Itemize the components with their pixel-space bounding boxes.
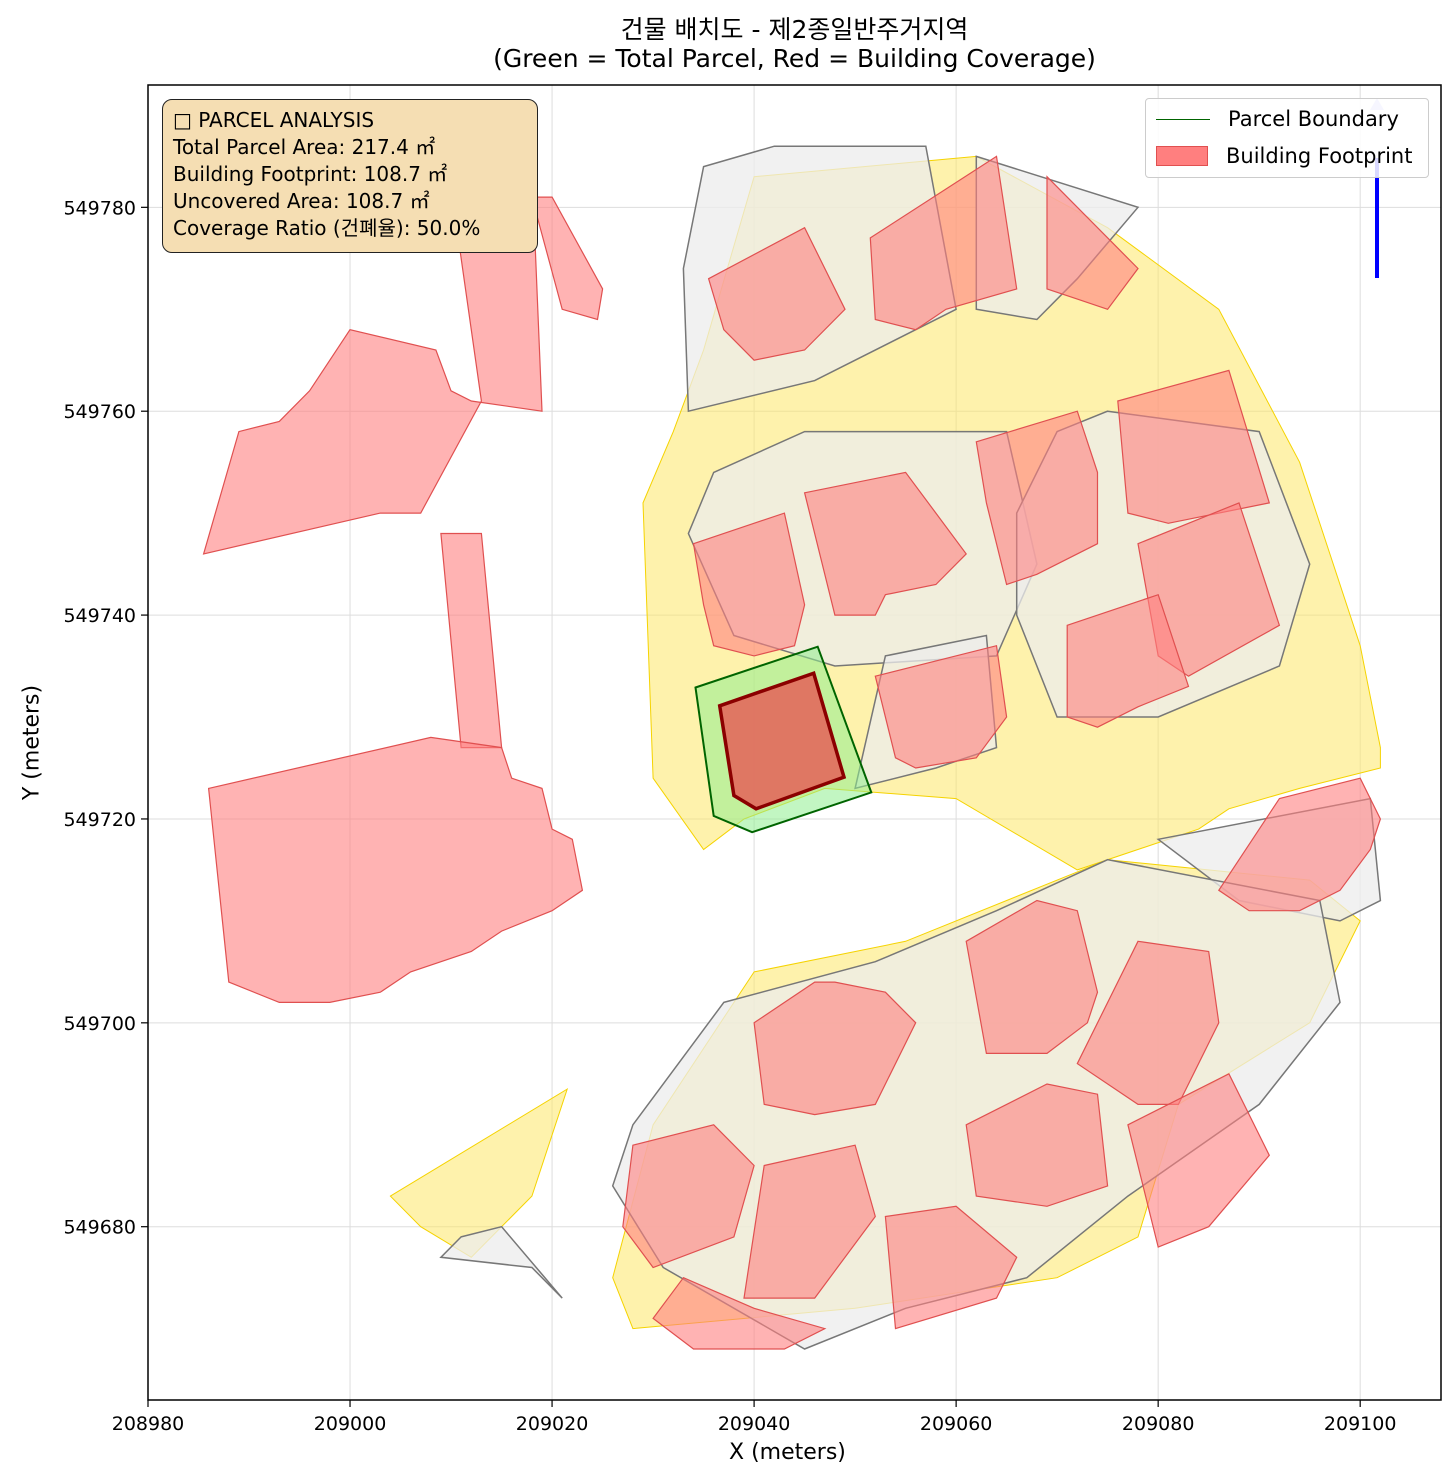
legend-item-building-footprint: Building Footprint (1156, 141, 1412, 171)
building-footprint (965, 899, 1099, 1055)
info-uncovered-area: Uncovered Area: 108.7 ㎡ (173, 189, 430, 213)
x-tick-label: 209000 (314, 1413, 387, 1435)
x-tick-label: 209060 (920, 1413, 993, 1435)
building-footprint (965, 1083, 1109, 1207)
target-parcel-layer (694, 645, 873, 834)
y-tick-label: 549740 (63, 605, 136, 627)
legend-patch-swatch (1156, 146, 1208, 166)
building-footprint (884, 1205, 1018, 1330)
building-footprint (975, 410, 1099, 586)
x-tick-label: 209100 (1324, 1413, 1397, 1435)
plot-frame (147, 84, 1442, 1401)
legend-line-swatch (1156, 118, 1210, 120)
parcel-analysis-box: □ PARCEL ANALYSIS Total Parcel Area: 217… (162, 99, 538, 253)
x-tick-label: 209020 (516, 1413, 589, 1435)
building-footprint (803, 471, 967, 616)
parcel-polygon (439, 1225, 563, 1299)
info-coverage-ratio: Coverage Ratio (건폐율): 50.0% (173, 216, 481, 240)
x-tick-label: 209040 (718, 1413, 791, 1435)
x-tick-label: 208980 (112, 1413, 185, 1435)
chart-title-line2: (Green = Total Parcel, Red = Building Co… (493, 44, 1096, 73)
building-footprint (207, 736, 584, 1004)
y-tick-label: 549720 (63, 809, 136, 831)
info-total-area: Total Parcel Area: 217.4 ㎡ (173, 135, 436, 159)
building-footprint (743, 1144, 876, 1299)
building-footprint (1066, 593, 1190, 728)
x-tick-label: 209080 (1122, 1413, 1195, 1435)
legend: Parcel Boundary Building Footprint (1145, 98, 1429, 178)
building-footprint (622, 1124, 755, 1269)
y-tick-label: 549680 (63, 1217, 136, 1239)
legend-item-parcel-boundary: Parcel Boundary (1156, 104, 1399, 134)
building-footprint (531, 196, 604, 321)
building-footprint (1127, 1072, 1271, 1248)
building-footprint (202, 165, 543, 555)
building-footprint (869, 155, 1018, 331)
y-tick-label: 549780 (63, 197, 136, 219)
y-ticks: 549680 549700 549720 549740 549760 549780 (63, 197, 148, 1239)
building-footprint (753, 981, 917, 1116)
target-building (717, 670, 847, 811)
building-footprint (707, 226, 846, 361)
legend-label: Parcel Boundary (1228, 107, 1399, 131)
info-building-footprint: Building Footprint: 108.7 ㎡ (173, 162, 448, 186)
building-footprint (1046, 175, 1139, 311)
building-footprint (692, 512, 806, 657)
x-ticks: 208980 209000 209020 209040 209060 209080 2091… (112, 1400, 1397, 1435)
y-tick-label: 549700 (63, 1013, 136, 1035)
x-axis-label: X (meters) (729, 1440, 846, 1465)
legend-label: Building Footprint (1226, 144, 1413, 168)
y-axis-label: Y (meters) (19, 684, 45, 801)
chart-title-line1: 건물 배치도 - 제2종일반주거지역 (620, 15, 969, 44)
building-footprint (874, 644, 1008, 769)
building-footprint (652, 1276, 827, 1350)
building-footprint (440, 532, 503, 749)
info-title: □ PARCEL ANALYSIS (173, 108, 375, 132)
building-footprint (1217, 777, 1382, 912)
building-layer (202, 155, 1382, 1350)
y-tick-label: 549760 (63, 401, 136, 423)
